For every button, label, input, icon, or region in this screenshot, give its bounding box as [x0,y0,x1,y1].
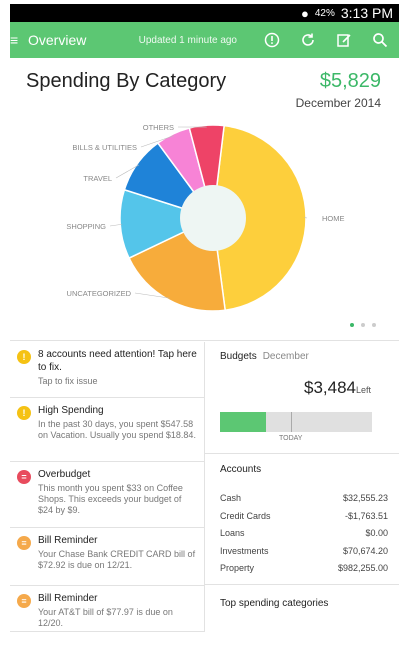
alert-title: Overbudget [38,469,91,480]
alert-body: Tap to fix issue [38,376,98,386]
budget-progress-fill [220,412,266,432]
account-balance: $0.00 [365,528,388,538]
budget-left-amount: $3,484Left [304,378,371,398]
page-dot [350,323,354,327]
budgets-card[interactable]: Budgets December $3,484Left TODAY [205,342,399,454]
budgets-label: Budgets [220,351,257,362]
top-spending-heading: Top spending categories [220,598,329,609]
alert-title: Bill Reminder [38,535,98,546]
alert-icon: ≡ [17,594,31,608]
alert-item[interactable]: = Overbudget This month you spent $33 on C… [10,462,204,528]
alert-body: In the past 30 days, you spent $547.58 o… [38,419,196,440]
pie-leader-line [140,135,174,148]
page-dot [361,323,365,327]
alert-body: This month you spent $33 on Coffee Shops… [38,483,183,515]
pie-label: TRAVEL [83,174,112,183]
today-marker [291,412,292,432]
alert-item[interactable]: ! 8 accounts need attention! Tap here to … [10,342,204,398]
pie-label: SHOPPING [66,222,106,231]
pie-slice-home[interactable] [212,124,307,312]
alert-icon: ! [17,406,31,420]
pie-center-hole [180,185,246,251]
status-bar: ● 42% 3:13 PM [10,4,399,22]
pie-leader-line [304,217,308,219]
pie-label: HOME [322,214,345,223]
alert-body: Your AT&T bill of $77.97 is due on 12/20… [38,607,173,628]
budget-left-label: Left [355,385,371,395]
alert-item[interactable]: ! High Spending In the past 30 days, you s… [10,398,204,462]
account-balance: $982,255.00 [337,563,388,573]
pie-leader-line [109,223,123,227]
account-name: Property [220,563,255,573]
spending-date: December 2014 [295,96,381,110]
today-label: TODAY [279,435,303,442]
page-indicator [350,323,376,327]
refresh-icon[interactable] [297,29,319,51]
budgets-heading: Budgets December [220,351,309,362]
wifi-icon: ● [300,5,309,21]
spending-amount: $5,829 [319,70,381,92]
account-row[interactable]: Credit Cards -$1,763.51 [220,511,388,521]
app-bar: ≡ Overview Updated 1 minute ago [10,22,399,58]
pie-label: BILLS & UTILITIES [72,143,137,152]
account-name: Credit Cards [220,510,271,521]
clock: 3:13 PM [340,5,393,21]
app-title[interactable]: Overview [28,32,87,48]
budgets-month: December [262,351,309,362]
account-name: Investments [220,545,269,556]
spending-title: Spending By Category [26,70,227,92]
right-panel: Budgets December $3,484Left TODAY Account… [205,342,399,632]
alert-icon: ≡ [17,536,31,550]
account-row[interactable]: Loans $0.00 [220,528,388,538]
account-row[interactable]: Property $982,255.00 [220,563,388,573]
pie-leader-line [115,164,140,179]
account-balance: $70,674.20 [342,545,388,556]
top-spending-card[interactable]: Top spending categories [205,585,399,625]
budget-progress-bar [220,412,372,432]
account-balance: $32,555.23 [342,493,388,503]
pie-label: OTHERS [143,123,174,132]
alert-icon: ! [17,350,31,364]
spending-card[interactable]: Spending By Category $5,829 December 201… [10,58,399,341]
accounts-heading: Accounts [220,464,262,475]
search-icon[interactable] [369,29,391,51]
account-row[interactable]: Cash $32,555.23 [220,493,388,503]
alerts-list: ! 8 accounts need attention! Tap here to … [10,342,205,632]
edit-icon[interactable] [333,29,355,51]
updated-status: Updated 1 minute ago [138,34,237,46]
account-name: Cash [220,493,242,503]
page-dot [372,323,376,327]
spending-pie-chart[interactable]: HOME UNCATEGORIZED SHOPPING TRAVEL BILLS & U… [10,118,399,318]
alert-item[interactable]: ≡ Bill Reminder Your Chase Bank CREDIT CAR… [10,528,204,586]
account-row[interactable]: Investments $70,674.20 [220,546,388,556]
account-balance: -$1,763.51 [344,510,388,521]
alert-title: Bill Reminder [38,593,98,604]
alert-icon[interactable] [261,29,283,51]
accounts-card[interactable]: Accounts Cash $32,555.23 Credit Cards -$1,7… [205,454,399,585]
alert-body: Your Chase Bank CREDIT CARD bill of $72.… [38,549,196,570]
alert-title: High Spending [38,405,104,416]
alert-item[interactable]: ≡ Bill Reminder Your AT&T bill of $77.97 i… [10,586,204,632]
budget-amount: $3,484 [303,378,356,397]
menu-icon[interactable]: ≡ [10,32,19,48]
pie-label: UNCATEGORIZED [67,289,132,298]
alert-title: 8 accounts need attention! Tap here to f… [38,349,197,373]
battery-level: 42% [314,7,335,19]
pie-leader-line [134,292,170,299]
alert-icon: = [17,470,31,484]
account-name: Loans [220,528,245,538]
